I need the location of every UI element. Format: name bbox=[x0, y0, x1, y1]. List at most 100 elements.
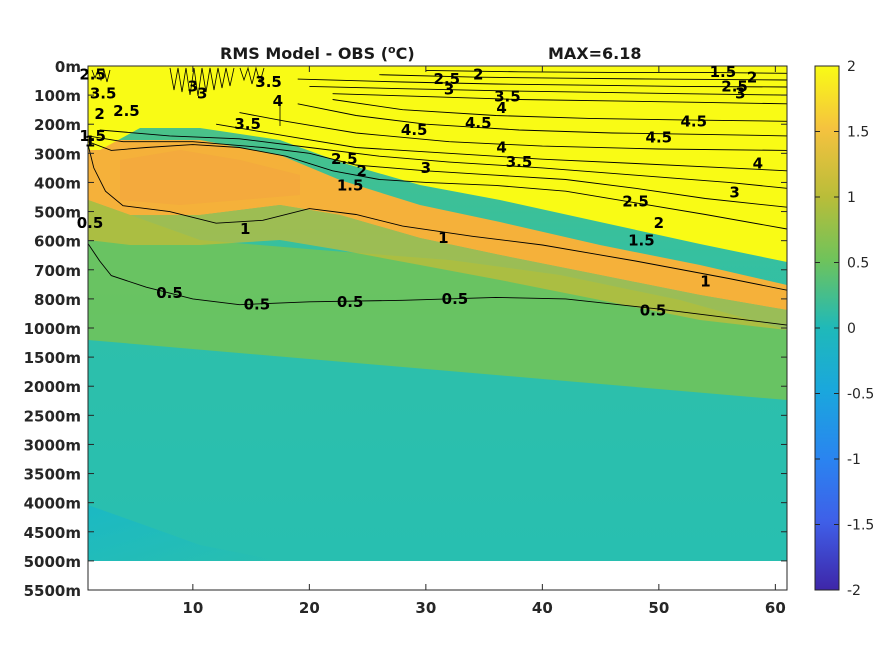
contour-label: 3 bbox=[729, 184, 739, 202]
contour-line bbox=[216, 123, 787, 172]
x-tick-label: 10 bbox=[182, 599, 203, 617]
y-tick-label: 2500m bbox=[24, 407, 81, 425]
contour-label: 4 bbox=[753, 155, 763, 173]
contour-label: 2 bbox=[357, 162, 367, 180]
contour-label: 0.5 bbox=[156, 284, 183, 302]
contour-label: 2.5 bbox=[721, 77, 748, 95]
y-tick-label: 2000m bbox=[24, 378, 81, 396]
y-tick-label: 5500m bbox=[24, 582, 81, 600]
contour-label: 2 bbox=[94, 105, 104, 123]
contour-label: 3 bbox=[197, 85, 207, 103]
contour-line bbox=[88, 144, 787, 291]
contour-line bbox=[99, 129, 787, 189]
contour-label: 3.5 bbox=[234, 115, 261, 133]
contour-label: 4.5 bbox=[401, 121, 428, 139]
colorbar-ticks: 2 1.5 1 0.5 0 -0.5 -1 -1.5 -2 bbox=[815, 59, 874, 599]
contour-labels: 2.5 1.5 22.532.5 233.533 4 3.543.52.521.513.5… bbox=[77, 63, 763, 320]
y-tick-label: 600m bbox=[34, 233, 81, 251]
x-axis: 10 20 30 40 50 60 bbox=[182, 66, 786, 617]
contour-line bbox=[309, 85, 787, 96]
contour-label: 2.5 bbox=[113, 102, 140, 120]
colorbar-tick-label: 1.5 bbox=[847, 125, 869, 141]
y-tick-label: 3000m bbox=[24, 436, 81, 454]
title-unit-degree: o bbox=[388, 43, 396, 56]
contour-line bbox=[332, 93, 787, 105]
y-tick-label: 0m bbox=[55, 58, 81, 76]
contour-label: 4.5 bbox=[681, 112, 708, 130]
contour-line bbox=[88, 141, 787, 230]
title-unit-c: C bbox=[396, 44, 408, 63]
contour-label: 2 bbox=[654, 214, 664, 232]
y-tick-label: 1500m bbox=[24, 349, 81, 367]
contour-label: 3 bbox=[421, 159, 431, 177]
contour-line bbox=[239, 112, 787, 151]
contour-label: 1.5 bbox=[628, 232, 655, 250]
contour-label: 0.5 bbox=[640, 302, 667, 320]
contour-label: 3 bbox=[188, 77, 198, 95]
contour-label: 0.5 bbox=[244, 296, 271, 314]
contour-label: 1 bbox=[85, 133, 95, 151]
contour-label: 3.5 bbox=[506, 153, 533, 171]
y-tick-label: 700m bbox=[34, 262, 81, 280]
y-tick-label: 200m bbox=[34, 116, 81, 134]
x-tick-label: 20 bbox=[299, 599, 320, 617]
contour-label: 4.5 bbox=[646, 128, 673, 146]
contour-label: 1 bbox=[700, 272, 710, 290]
contour-label: 1 bbox=[240, 220, 250, 238]
contour-lines bbox=[88, 69, 787, 326]
colorbar-tick-label: -2 bbox=[847, 583, 861, 599]
contour-label: 4 bbox=[496, 99, 506, 117]
contour-label: 3.5 bbox=[494, 88, 521, 106]
contour-label: 4.5 bbox=[465, 114, 492, 132]
contour-label: 0.5 bbox=[442, 290, 469, 308]
contour-label: 0.5 bbox=[337, 293, 364, 311]
y-tick-label: 100m bbox=[34, 87, 81, 105]
contour-label: 3 bbox=[444, 80, 454, 98]
contour-label: 2 bbox=[747, 69, 757, 87]
max-value-label: MAX=6.18 bbox=[548, 44, 642, 63]
contour-label: 3.5 bbox=[255, 73, 282, 91]
yellow-upper-layer bbox=[88, 66, 787, 262]
contour-label: 3 bbox=[735, 85, 745, 103]
contour-label: 2.5 bbox=[622, 192, 649, 210]
contour-label: 1.5 bbox=[710, 63, 737, 81]
contour-label: 3.5 bbox=[90, 85, 117, 103]
contour-line bbox=[379, 74, 787, 81]
contour-line bbox=[297, 103, 787, 137]
y-tick-label: 1000m bbox=[24, 320, 81, 338]
y-tick-label: 3500m bbox=[24, 466, 81, 484]
surface-wiggle-contours bbox=[91, 66, 281, 126]
contour-line bbox=[297, 78, 787, 88]
contour-line bbox=[332, 99, 787, 122]
y-axis: 0m 100m 200m 300m 400m 500m 600m 700m 800m 1000m 1… bbox=[24, 58, 787, 600]
y-tick-label: 500m bbox=[34, 204, 81, 222]
x-tick-label: 30 bbox=[415, 599, 436, 617]
contour-label: 4 bbox=[273, 92, 283, 110]
contour-label: 2 bbox=[473, 66, 483, 84]
contour-line bbox=[88, 135, 787, 208]
colorbar-tick-label: -1 bbox=[847, 452, 861, 468]
green-band bbox=[88, 200, 787, 400]
olive-fringe bbox=[88, 200, 787, 330]
contour-label: 2.5 bbox=[434, 70, 461, 88]
y-tick-label: 400m bbox=[34, 174, 81, 192]
chart-title: RMS Model - OBS (oC) bbox=[220, 43, 415, 63]
contour-line bbox=[88, 243, 787, 326]
deep-corner bbox=[88, 505, 280, 561]
colorbar-tick-label: 0.5 bbox=[847, 256, 869, 272]
colorbar-tick-label: -1.5 bbox=[847, 518, 874, 534]
contour-label: 1.5 bbox=[79, 127, 106, 145]
colorbar-tick-label: 0 bbox=[847, 321, 856, 337]
heatmap-field bbox=[88, 66, 787, 561]
colorbar-tick-label: 1 bbox=[847, 190, 856, 206]
contour-label: 4 bbox=[496, 139, 506, 157]
y-tick-label: 5000m bbox=[24, 553, 81, 571]
contour-label: 0.5 bbox=[77, 214, 104, 232]
colorbar-tick-label: 2 bbox=[847, 59, 856, 75]
contour-label: 1 bbox=[438, 229, 448, 247]
contour-line bbox=[425, 69, 787, 74]
contour-label: 2.5 bbox=[331, 150, 358, 168]
contour-label: 1.5 bbox=[337, 176, 364, 194]
orange-core bbox=[120, 150, 300, 205]
